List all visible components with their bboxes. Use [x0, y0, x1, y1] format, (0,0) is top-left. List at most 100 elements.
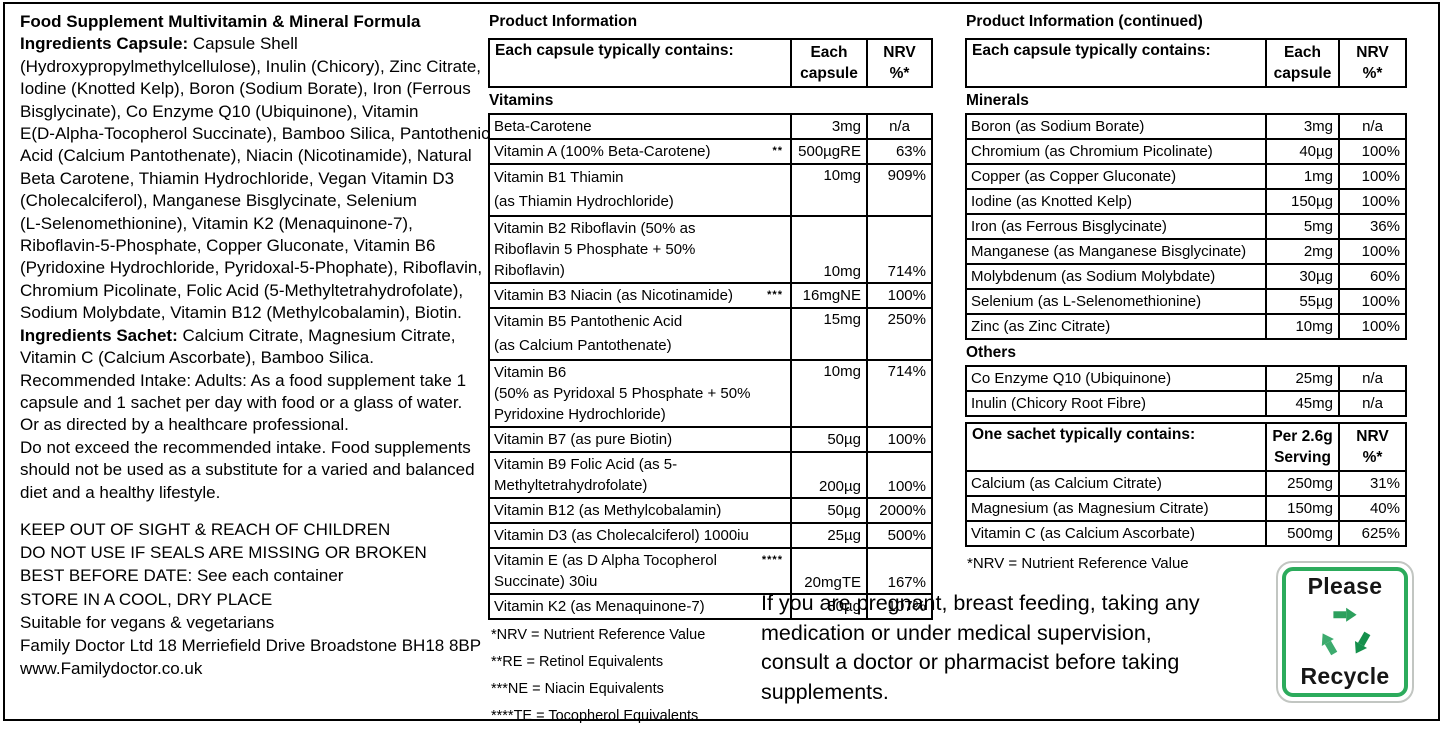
nutrient-name-cell: Manganese (as Manganese Bisglycinate)	[965, 238, 1267, 265]
recycle-badge-inner: Please Recycle	[1282, 567, 1408, 697]
table-row: Zinc (as Zinc Citrate) 10mg 100%	[965, 313, 1407, 340]
ingredients-sachet-text: Calcium Citrate, Magnesium Citrate, Vita…	[20, 325, 456, 368]
amount-cell: 10mg	[790, 163, 868, 217]
footnote-nrv: *NRV = Nutrient Reference Value	[491, 627, 706, 643]
nutrient-name-cell: Vitamin B7 (as pure Biotin)	[488, 426, 792, 453]
table-row: Beta-Carotene 3mg n/a	[488, 113, 933, 140]
table-row: Vitamin B12 (as Methylcobalamin) 50µg 20…	[488, 497, 933, 524]
nrv-cell: 100%	[866, 282, 933, 309]
amount-cell: 80µg	[790, 593, 868, 620]
nrv-cell: 714%	[866, 215, 933, 284]
table-row: Boron (as Sodium Borate) 3mg n/a	[965, 113, 1407, 140]
nutrient-name: Beta-Carotene	[494, 118, 592, 135]
nutrient-name-cell: Co Enzyme Q10 (Ubiquinone)	[965, 365, 1267, 392]
table-header-row: Each capsule typically contains: Each ca…	[965, 38, 1407, 88]
ingredients-capsule-text: Capsule Shell (Hydroxypropylmethylcellul…	[20, 34, 490, 323]
please-recycle-badge: Please Recycle	[1276, 561, 1414, 703]
footnote-mark: ****	[761, 554, 783, 566]
footnote-te: ****TE = Tocopherol Equivalents	[491, 708, 699, 724]
ingredients-sachet-label: Ingredients Sachet:	[20, 325, 178, 345]
nrv-cell: 250%	[866, 307, 933, 361]
table-row: Vitamin D3 (as Cholecalciferol) 1000iu 2…	[488, 522, 933, 549]
amount-cell: 200µg	[790, 451, 868, 499]
table-row: Copper (as Copper Gluconate) 1mg 100%	[965, 163, 1407, 190]
nrv-cell: 714%	[866, 359, 933, 428]
table-row: Selenium (as L-Selenomethionine) 55µg 10…	[965, 288, 1407, 315]
recycle-word-top: Please	[1307, 573, 1383, 599]
nutrient-name: Vitamin D3 (as Cholecalciferol) 1000iu	[494, 527, 749, 544]
nutrient-name-cell: Vitamin A (100% Beta-Carotene) **	[488, 138, 792, 165]
table-row: Inulin (Chicory Root Fibre) 45mg n/a	[965, 390, 1407, 417]
nrv-cell: 100%	[1338, 288, 1407, 315]
table-row: Molybdenum (as Sodium Molybdate) 30µg 60…	[965, 263, 1407, 290]
vitamins-section-label: Vitamins	[489, 92, 554, 109]
nutrient-name-cell: Vitamin C (as Calcium Ascorbate)	[965, 520, 1267, 547]
table-header-row: One sachet typically contains: Per 2.6g …	[965, 422, 1407, 472]
nrv-cell: n/a	[1338, 365, 1407, 392]
nutrient-name: Copper (as Copper Gluconate)	[971, 168, 1177, 185]
nutrient-name: Vitamin B5 Pantothenic Acid (as Calcium …	[494, 313, 683, 354]
header-contains-cell: Each capsule typically contains:	[488, 38, 792, 88]
minerals-section-label: Minerals	[966, 92, 1029, 109]
nutrient-name: Iodine (as Knotted Kelp)	[971, 193, 1132, 210]
table-row: Chromium (as Chromium Picolinate) 40µg 1…	[965, 138, 1407, 165]
table-row: Iodine (as Knotted Kelp) 150µg 100%	[965, 188, 1407, 215]
nrv-cell: n/a	[866, 113, 933, 140]
nutrient-name-cell: Iodine (as Knotted Kelp)	[965, 188, 1267, 215]
nutrient-name-cell: Selenium (as L-Selenomethionine)	[965, 288, 1267, 315]
nutrient-name: Vitamin B9 Folic Acid (as 5- Methyltetra…	[494, 456, 678, 494]
table-row: Vitamin B3 Niacin (as Nicotinamide) *** 1…	[488, 282, 933, 309]
nutrient-name-cell: Vitamin B9 Folic Acid (as 5- Methyltetra…	[488, 451, 792, 499]
nutrient-name-cell: Vitamin D3 (as Cholecalciferol) 1000iu	[488, 522, 792, 549]
nrv-cell: 625%	[1338, 520, 1407, 547]
minerals-column: Product Information (continued) Each cap…	[965, 13, 1407, 572]
recycle-word-bottom: Recycle	[1300, 663, 1390, 689]
header-amount-cell: Each capsule	[1265, 38, 1340, 88]
nutrient-name-cell: Vitamin K2 (as Menaquinone-7)	[488, 593, 792, 620]
header-nrv-cell: NRV %*	[1338, 422, 1407, 472]
footnote-nrv: *NRV = Nutrient Reference Value	[967, 555, 1189, 572]
nutrient-name-cell: Vitamin B1 Thiamin (as Thiamin Hydrochlo…	[488, 163, 792, 217]
pregnancy-warning-text: If you are pregnant, breast feeding, tak…	[761, 591, 1200, 704]
website-url: www.Familydoctor.co.uk	[20, 659, 203, 679]
warning-line: STORE IN A COOL, DRY PLACE	[20, 589, 273, 609]
vitamins-column: Product Information Each capsule typical…	[488, 13, 933, 735]
nutrient-name: Magnesium (as Magnesium Citrate)	[971, 500, 1209, 517]
amount-cell: 20mgTE	[790, 547, 868, 595]
ingredients-capsule-label: Ingredients Capsule:	[20, 34, 189, 54]
table-header-row: Each capsule typically contains: Each ca…	[488, 38, 933, 88]
nrv-cell: 100%	[866, 426, 933, 453]
nrv-cell: 100%	[1338, 138, 1407, 165]
nutrient-name-cell: Magnesium (as Magnesium Citrate)	[965, 495, 1267, 522]
header-sachet-contains-cell: One sachet typically contains:	[965, 422, 1267, 472]
amount-cell: 250mg	[1265, 470, 1340, 497]
footnote-mark: ***	[767, 289, 783, 301]
nutrient-name-cell: Boron (as Sodium Borate)	[965, 113, 1267, 140]
nutrient-name: Inulin (Chicory Root Fibre)	[971, 395, 1147, 412]
nutrient-name-cell: Copper (as Copper Gluconate)	[965, 163, 1267, 190]
sachet-table: One sachet typically contains: Per 2.6g …	[965, 422, 1407, 547]
nutrient-name: Vitamin K2 (as Menaquinone-7)	[494, 598, 705, 615]
footnote-ne: ***NE = Niacin Equivalents	[491, 681, 664, 697]
others-table: Co Enzyme Q10 (Ubiquinone) 25mg n/a Inul…	[965, 365, 1407, 417]
nutrient-name-cell: Molybdenum (as Sodium Molybdate)	[965, 263, 1267, 290]
header-contains-cell: Each capsule typically contains:	[965, 38, 1267, 88]
nrv-cell: 167%	[866, 547, 933, 595]
others-section-label: Others	[966, 344, 1016, 361]
nrv-cell: 31%	[1338, 470, 1407, 497]
recycle-icon	[1321, 607, 1371, 656]
amount-cell: 150µg	[1265, 188, 1340, 215]
warnings-block: KEEP OUT OF SIGHT & REACH OF CHILDREN DO…	[20, 518, 492, 680]
amount-cell: 25µg	[790, 522, 868, 549]
table-row: Vitamin B6 (50% as Pyridoxal 5 Phosphate…	[488, 359, 933, 428]
footnote-mark: **	[772, 145, 783, 157]
product-title: Food Supplement Multivitamin & Mineral F…	[20, 12, 421, 31]
nutrient-name: Calcium (as Calcium Citrate)	[971, 475, 1162, 492]
vitamins-table: Beta-Carotene 3mg n/a Vitamin A (100% Be…	[488, 113, 933, 620]
warning-line: Suitable for vegans & vegetarians	[20, 612, 275, 632]
header-amount-cell: Each capsule	[790, 38, 868, 88]
nutrient-name-cell: Vitamin B2 Riboflavin (50% as Riboflavin…	[488, 215, 792, 284]
nutrient-name: Vitamin B6 (50% as Pyridoxal 5 Phosphate…	[494, 364, 751, 423]
nutrient-name-cell: Vitamin E (as D Alpha Tocopherol Succina…	[488, 547, 792, 595]
table-row: Co Enzyme Q10 (Ubiquinone) 25mg n/a	[965, 365, 1407, 392]
